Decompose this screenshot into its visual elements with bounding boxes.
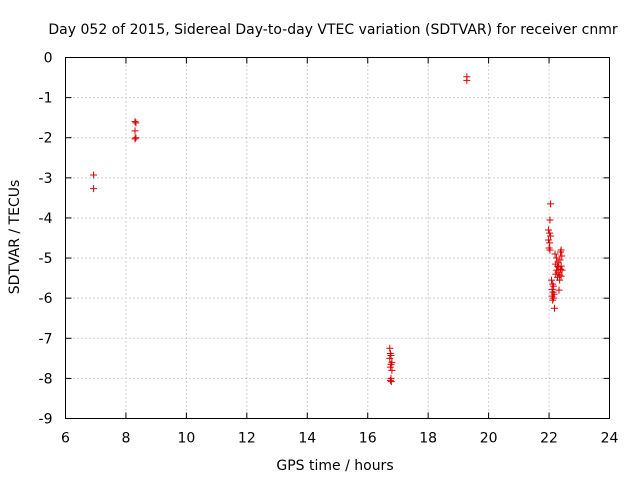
data-point: [386, 363, 394, 371]
data-point: [131, 118, 139, 126]
data-point: [558, 266, 566, 274]
data-point: [546, 246, 554, 254]
data-point: [546, 239, 554, 247]
data-point: [551, 250, 559, 258]
y-tick-label: -8: [39, 371, 53, 387]
x-tick-label: 10: [177, 431, 195, 447]
data-point: [550, 304, 558, 312]
data-point: [386, 376, 394, 384]
data-point: [552, 270, 560, 278]
data-point: [90, 185, 98, 193]
data-point: [132, 119, 140, 127]
y-tick-label: -4: [39, 211, 53, 227]
data-point: [388, 366, 396, 374]
y-tick-label: -3: [39, 171, 53, 187]
y-tick-label: -6: [39, 291, 53, 307]
data-point: [386, 344, 394, 352]
y-tick-label: -5: [39, 251, 53, 267]
axis-ticks: [65, 57, 610, 419]
data-point: [550, 282, 558, 290]
data-point: [90, 171, 98, 179]
y-tick-label: 0: [44, 51, 53, 67]
data-point: [546, 216, 554, 224]
data-point: [557, 262, 565, 270]
y-tick-label: -2: [39, 131, 53, 147]
x-tick-label: 8: [121, 431, 130, 447]
y-tick-label: -7: [39, 331, 53, 347]
x-tick-label: 18: [419, 431, 437, 447]
data-point: [131, 135, 139, 143]
data-point: [131, 127, 139, 135]
data-point: [557, 248, 565, 256]
y-axis-label: SDTVAR / TECUs: [7, 180, 23, 295]
data-point: [549, 296, 557, 304]
chart-title: Day 052 of 2015, Sidereal Day-to-day VTE…: [48, 22, 617, 38]
y-tick-label: -1: [39, 91, 53, 107]
y-tick-label: -9: [39, 412, 53, 428]
data-point: [463, 76, 471, 84]
data-point: [387, 378, 395, 386]
data-point: [557, 265, 565, 273]
data-point: [547, 200, 555, 208]
x-tick-label: 16: [359, 431, 377, 447]
data-point: [557, 272, 565, 280]
data-point: [558, 252, 566, 260]
tick-labels: 6 8 10 12 14 16 18 20 22 24 0 -1 -2 -3 -4 -5 -6 -7 -8 -9: [39, 51, 619, 447]
x-tick-label: 14: [298, 431, 316, 447]
data-point: [386, 354, 394, 362]
data-points: [90, 73, 566, 386]
data-point: [132, 134, 140, 142]
grid-lines: [65, 57, 610, 419]
x-tick-label: 6: [61, 431, 70, 447]
plot-frame: [65, 57, 610, 419]
data-point: [547, 276, 555, 284]
x-tick-label: 12: [238, 431, 256, 447]
data-point: [556, 271, 564, 279]
x-axis-label: GPS time / hours: [276, 458, 393, 474]
data-point: [555, 286, 563, 294]
data-point: [544, 226, 552, 234]
x-tick-label: 20: [480, 431, 498, 447]
data-point: [556, 256, 564, 264]
x-tick-label: 22: [540, 431, 558, 447]
x-tick-label: 24: [601, 431, 619, 447]
data-point: [547, 232, 555, 240]
